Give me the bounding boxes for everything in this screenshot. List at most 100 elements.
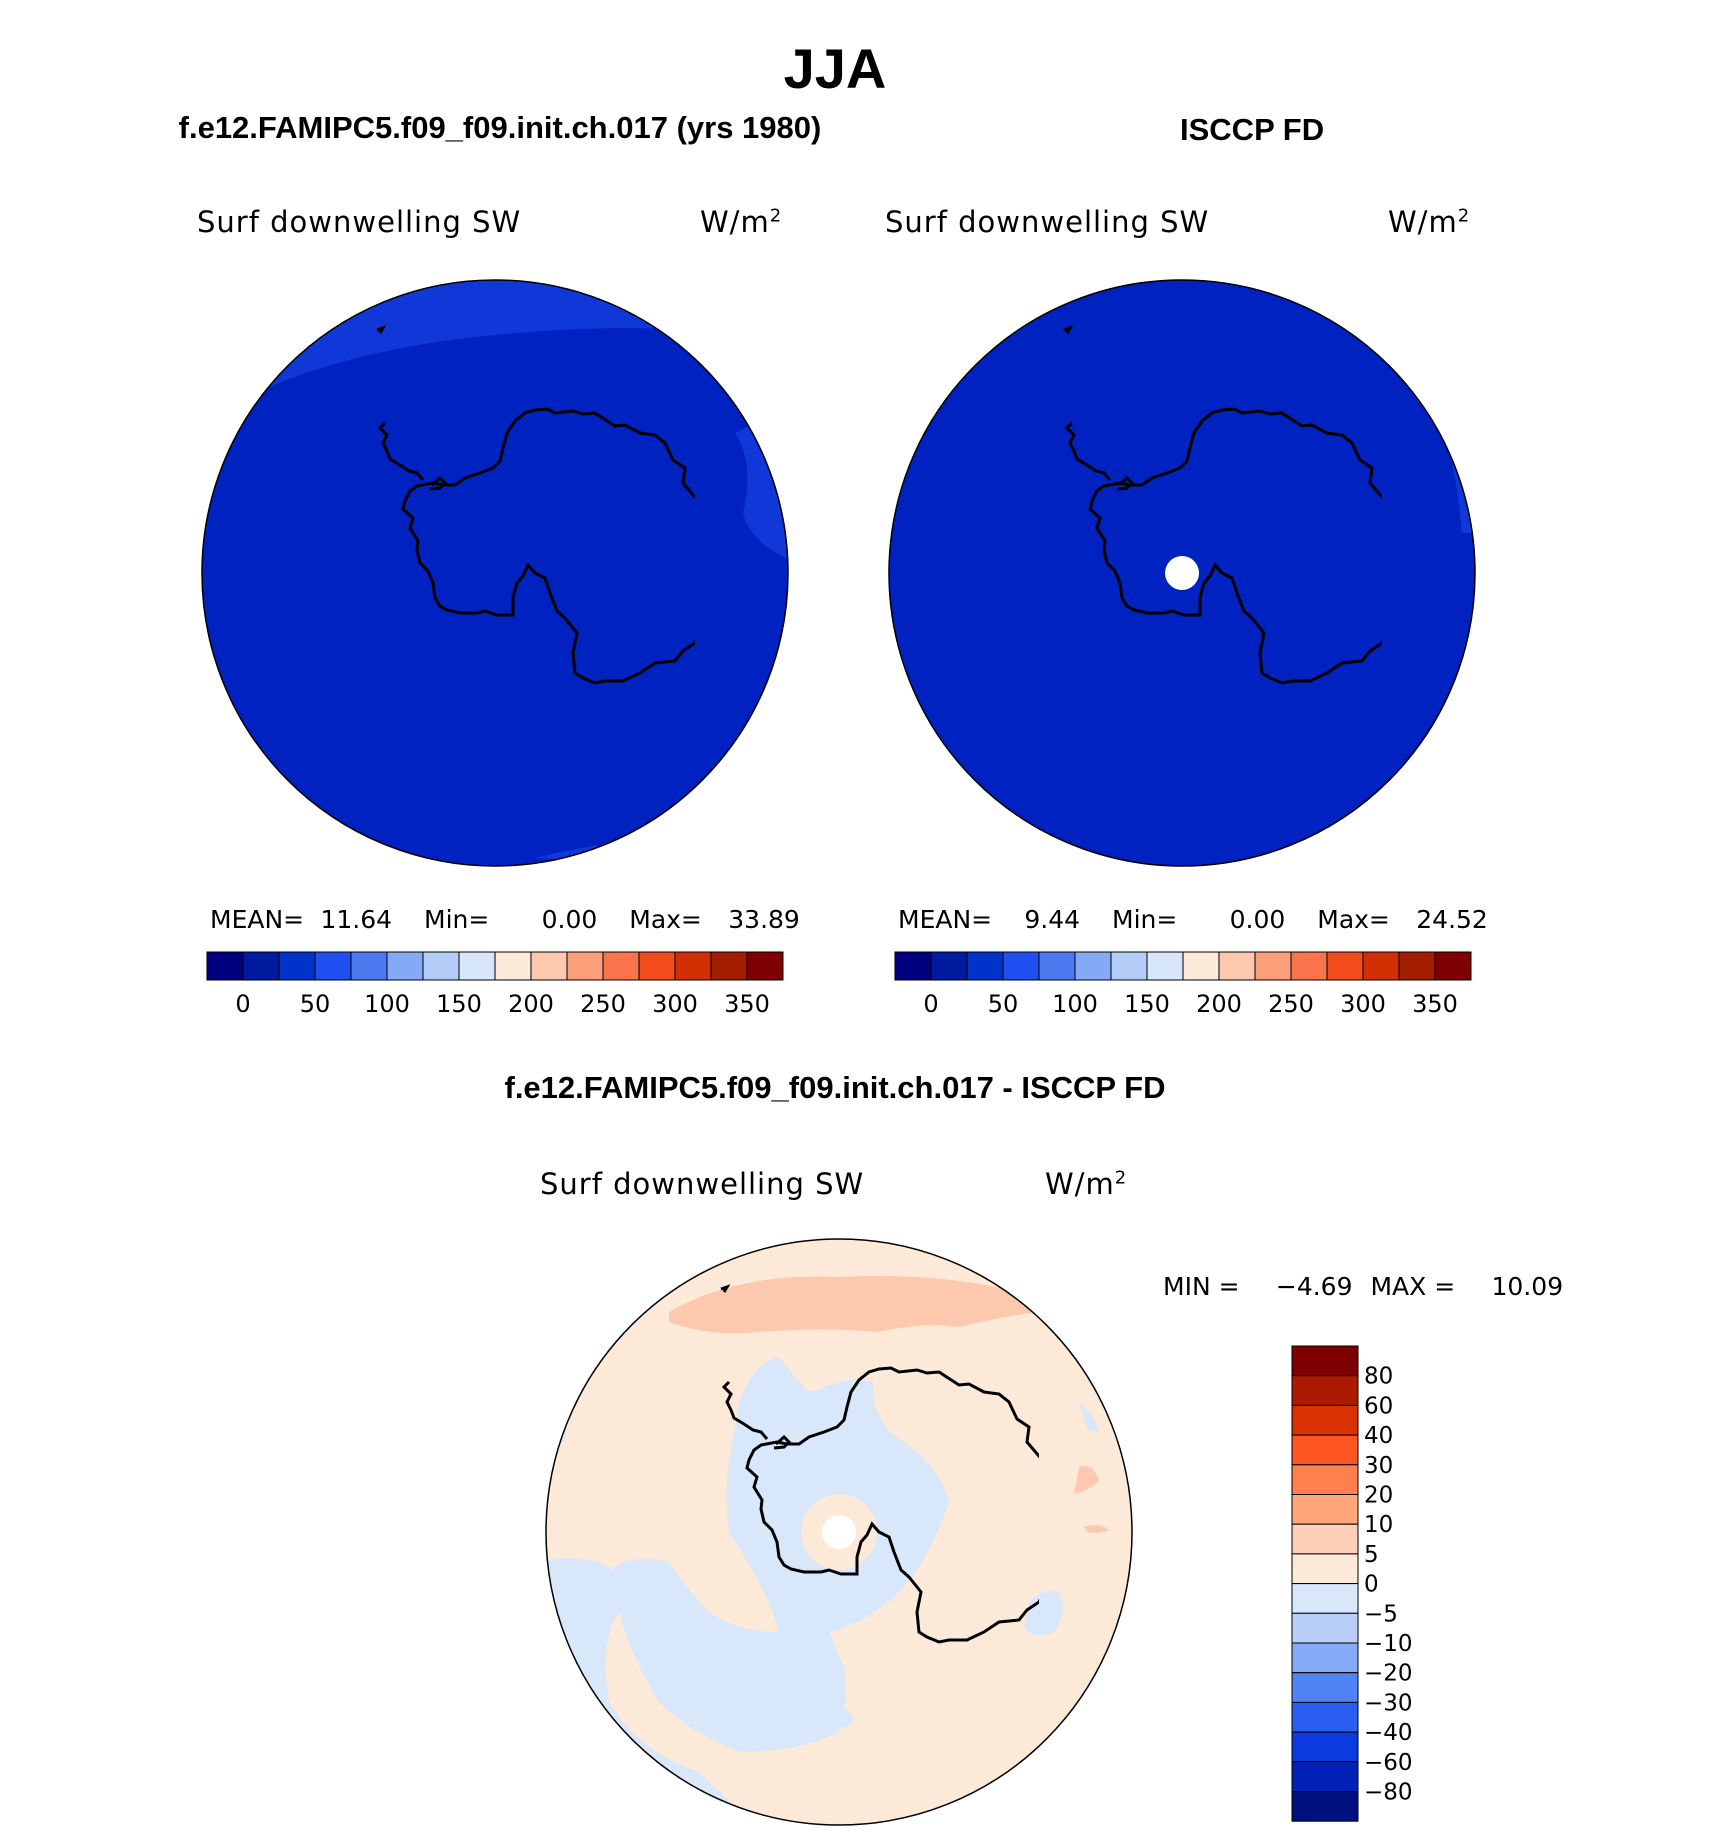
obs-colorbar-box bbox=[1038, 951, 1076, 981]
diff-colorbar-tick-label: 10 bbox=[1364, 1512, 1393, 1538]
obs-min-label: Min= bbox=[1112, 905, 1178, 934]
model-colorbar-tick-label: 150 bbox=[436, 990, 482, 1018]
obs-colorbar-box bbox=[1218, 951, 1256, 981]
diff-polar-map bbox=[539, 1238, 1133, 1826]
model-colorbar-box bbox=[638, 951, 676, 981]
diff-min-label: MIN = bbox=[1163, 1272, 1240, 1301]
obs-colorbar-box bbox=[1182, 951, 1220, 981]
model-colorbar-tick-label: 100 bbox=[364, 990, 410, 1018]
diff-variable-label: Surf downwelling SW bbox=[540, 1167, 865, 1201]
model-colorbar-tick-label: 300 bbox=[652, 990, 698, 1018]
model-panel-title: f.e12.FAMIPC5.f09_f09.init.ch.017 (yrs 1… bbox=[178, 110, 822, 145]
obs-colorbar-tick-label: 250 bbox=[1268, 990, 1314, 1018]
model-min-value: 0.00 bbox=[541, 905, 598, 934]
obs-colorbar-box bbox=[1434, 951, 1472, 981]
obs-colorbar-box bbox=[1362, 951, 1400, 981]
diff-stats: MIN = −4.69 MAX = 10.09 bbox=[1163, 1272, 1563, 1301]
model-colorbar-box bbox=[206, 951, 244, 981]
obs-units-sup: 2 bbox=[1457, 205, 1471, 227]
model-colorbar-tick-label: 250 bbox=[580, 990, 626, 1018]
obs-colorbar-tick-label: 0 bbox=[923, 990, 938, 1018]
diff-colorbar-box bbox=[1291, 1672, 1359, 1703]
diff-missing-data-pole bbox=[822, 1515, 856, 1549]
diff-units-base: W/m bbox=[1045, 1167, 1115, 1201]
model-units-base: W/m bbox=[700, 205, 770, 239]
model-colorbar-box bbox=[674, 951, 712, 981]
model-colorbar-box bbox=[458, 951, 496, 981]
model-colorbar-tick-label: 50 bbox=[300, 990, 331, 1018]
diff-min-value: −4.69 bbox=[1275, 1272, 1353, 1301]
diff-colorbar-tick-label: −20 bbox=[1364, 1661, 1413, 1687]
model-colorbar-box bbox=[350, 951, 388, 981]
obs-colorbar-box bbox=[930, 951, 968, 981]
model-colorbar-box bbox=[494, 951, 532, 981]
diff-colorbar-tick-label: −40 bbox=[1364, 1720, 1413, 1746]
diff-panel-title: f.e12.FAMIPC5.f09_f09.init.ch.017 - ISCC… bbox=[504, 1070, 1166, 1105]
obs-max-value: 24.52 bbox=[1416, 905, 1488, 934]
model-min-label: Min= bbox=[424, 905, 490, 934]
model-colorbar-box bbox=[422, 951, 460, 981]
obs-stats: MEAN= 9.44 Min= 0.00 Max= 24.52 bbox=[898, 905, 1488, 934]
obs-panel-title-text: ISCCP FD bbox=[1180, 112, 1325, 147]
diff-colorbar-box bbox=[1291, 1612, 1359, 1644]
obs-colorbar-box bbox=[1074, 951, 1112, 981]
obs-colorbar-box bbox=[1326, 951, 1364, 981]
obs-units-base: W/m bbox=[1388, 205, 1458, 239]
model-units-label: W/m2 bbox=[700, 205, 782, 239]
model-colorbar-box bbox=[278, 951, 316, 981]
obs-colorbar: 0 50 100 150 200 250 300 350 bbox=[894, 951, 1472, 1018]
main-title: JJA bbox=[783, 37, 887, 100]
diff-colorbar-box bbox=[1291, 1464, 1359, 1496]
diff-colorbar-box bbox=[1291, 1731, 1359, 1763]
obs-colorbar-box bbox=[894, 951, 932, 981]
obs-min-value: 0.00 bbox=[1229, 905, 1286, 934]
model-polar-map bbox=[195, 279, 789, 867]
diff-colorbar-box bbox=[1291, 1523, 1359, 1555]
diff-colorbar-tick-label: 30 bbox=[1364, 1453, 1393, 1479]
obs-colorbar-box bbox=[1146, 951, 1184, 981]
obs-colorbar-box bbox=[1002, 951, 1040, 981]
obs-colorbar-box bbox=[1290, 951, 1328, 981]
obs-units-label: W/m2 bbox=[1388, 205, 1470, 239]
obs-variable-label: Surf downwelling SW bbox=[885, 205, 1210, 239]
model-stats: MEAN= 11.64 Min= 0.00 Max= 33.89 bbox=[210, 905, 800, 934]
obs-colorbar-box bbox=[1398, 951, 1436, 981]
model-colorbar-box bbox=[602, 951, 640, 981]
obs-colorbar-tick-label: 350 bbox=[1412, 990, 1458, 1018]
obs-colorbar-box bbox=[1110, 951, 1148, 981]
model-max-label: Max= bbox=[629, 905, 702, 934]
diff-colorbar-box bbox=[1291, 1434, 1359, 1466]
diff-colorbar-box bbox=[1291, 1761, 1359, 1792]
obs-colorbar-tick-label: 50 bbox=[988, 990, 1019, 1018]
diff-colorbar-tick-label: 0 bbox=[1364, 1572, 1379, 1598]
diff-colorbar-box bbox=[1291, 1494, 1359, 1525]
model-mean-label: MEAN= bbox=[210, 905, 305, 934]
model-colorbar-box bbox=[710, 951, 748, 981]
model-max-value: 33.89 bbox=[728, 905, 800, 934]
obs-max-label: Max= bbox=[1317, 905, 1390, 934]
obs-polar-map bbox=[882, 279, 1476, 867]
diff-colorbar-tick-label: 80 bbox=[1364, 1364, 1393, 1390]
model-colorbar-box bbox=[314, 951, 352, 981]
obs-colorbar-tick-label: 200 bbox=[1196, 990, 1242, 1018]
diff-colorbar-box bbox=[1291, 1791, 1359, 1822]
diff-units-label: W/m2 bbox=[1045, 1167, 1127, 1201]
model-colorbar-tick-label: 0 bbox=[235, 990, 250, 1018]
diff-colorbar-box bbox=[1291, 1553, 1359, 1585]
diff-colorbar-tick-label: −30 bbox=[1364, 1690, 1413, 1716]
obs-colorbar-tick-label: 150 bbox=[1124, 990, 1170, 1018]
diff-colorbar-box bbox=[1291, 1375, 1359, 1406]
diff-colorbar: 80 60 40 30 20 10 5 0 −5 −10 −20 −30 −40 −60 −80 bbox=[1291, 1345, 1413, 1822]
diff-colorbar-tick-label: −5 bbox=[1364, 1601, 1398, 1627]
diff-colorbar-tick-label: 40 bbox=[1364, 1423, 1393, 1449]
diff-colorbar-tick-label: 5 bbox=[1364, 1542, 1379, 1568]
diff-colorbar-tick-label: −60 bbox=[1364, 1750, 1413, 1776]
obs-colorbar-box bbox=[1254, 951, 1292, 981]
model-colorbar-tick-label: 350 bbox=[724, 990, 770, 1018]
diff-colorbar-tick-label: 60 bbox=[1364, 1393, 1393, 1419]
diff-colorbar-box bbox=[1291, 1583, 1359, 1614]
model-colorbar-box bbox=[530, 951, 568, 981]
obs-colorbar-box bbox=[966, 951, 1004, 981]
obs-colorbar-tick-label: 100 bbox=[1052, 990, 1098, 1018]
diff-colorbar-box bbox=[1291, 1642, 1359, 1674]
